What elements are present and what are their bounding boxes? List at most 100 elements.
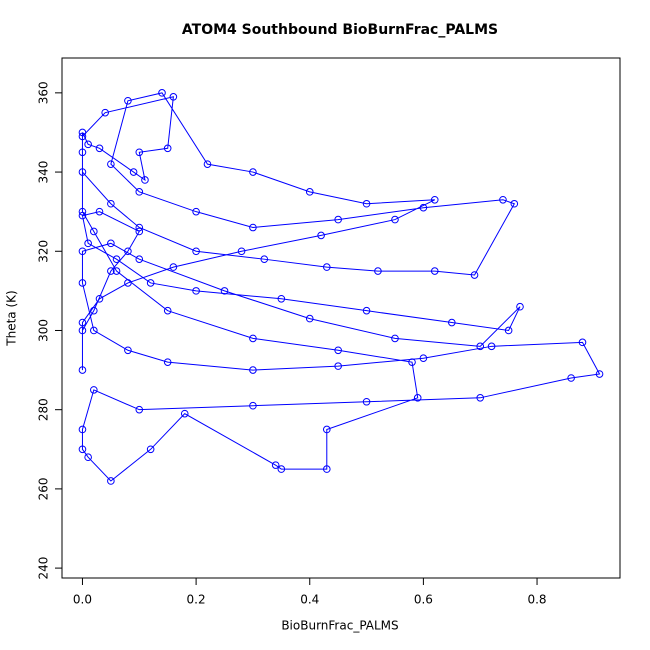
x-tick-label: 0.8: [527, 593, 546, 607]
point: [260, 255, 269, 263]
y-tick-label: 260: [37, 477, 51, 500]
point: [84, 140, 92, 149]
point: [107, 239, 115, 248]
point: [391, 334, 399, 343]
chart-title: ATOM4 Southbound BioBurnFrac_PALMS: [182, 22, 498, 38]
point: [362, 199, 371, 208]
point: [135, 255, 144, 263]
point: [413, 394, 422, 402]
point: [95, 144, 104, 153]
point: [78, 148, 87, 157]
point: [135, 223, 144, 232]
point: [305, 188, 314, 196]
point: [124, 247, 132, 256]
point: [107, 160, 115, 168]
point: [135, 148, 144, 157]
y-tick-label: 280: [37, 398, 51, 421]
point: [362, 306, 371, 315]
point: [374, 267, 382, 275]
point: [192, 207, 200, 216]
point: [476, 342, 485, 351]
point: [504, 326, 513, 335]
point: [90, 326, 98, 335]
point: [169, 263, 178, 271]
point: [158, 89, 166, 97]
point: [129, 168, 138, 176]
point: [90, 386, 98, 394]
point: [578, 338, 587, 347]
point: [334, 346, 342, 355]
point: [78, 425, 87, 434]
point: [249, 401, 257, 410]
point: [112, 255, 121, 263]
point: [203, 160, 212, 168]
point: [192, 247, 200, 256]
point: [101, 108, 109, 117]
point: [249, 366, 257, 374]
point: [107, 199, 115, 208]
point: [141, 176, 149, 184]
point: [163, 144, 172, 153]
point: [237, 247, 246, 256]
point: [220, 287, 229, 295]
y-tick-label: 240: [37, 557, 51, 580]
point: [135, 227, 144, 236]
point: [277, 465, 286, 473]
point: [408, 358, 416, 366]
point: [78, 168, 87, 176]
point: [430, 195, 439, 204]
point: [476, 394, 485, 402]
point: [362, 397, 371, 406]
point: [146, 279, 155, 287]
y-tick-label: 360: [37, 81, 51, 104]
point: [169, 93, 178, 101]
point: [78, 326, 87, 335]
point: [249, 223, 257, 232]
point: [78, 445, 87, 454]
point: [391, 215, 399, 224]
point: [334, 362, 342, 370]
point: [499, 195, 507, 204]
point: [135, 405, 144, 414]
point: [78, 207, 87, 216]
point: [84, 239, 92, 248]
point: [124, 346, 132, 355]
point: [107, 477, 115, 485]
point: [334, 215, 342, 224]
y-tick-label: 340: [37, 161, 51, 184]
point: [322, 465, 331, 473]
x-axis-label: BioBurnFrac_PALMS: [281, 619, 398, 633]
point: [192, 287, 200, 295]
point: [78, 132, 87, 141]
point: [470, 271, 479, 279]
plot-frame: [61, 57, 621, 579]
point: [107, 267, 115, 275]
point: [271, 461, 280, 469]
point: [430, 267, 439, 275]
point: [78, 247, 87, 256]
point: [419, 203, 428, 212]
point: [567, 374, 575, 382]
point: [419, 354, 428, 362]
y-axis-label: Theta (K): [5, 290, 19, 346]
point: [78, 211, 87, 220]
point: [305, 314, 314, 323]
point: [95, 294, 104, 303]
point: [146, 445, 155, 454]
point: [322, 263, 331, 271]
y-tick-label: 300: [37, 319, 51, 342]
x-tick-label: 0.4: [300, 593, 319, 607]
x-tick-label: 0.6: [414, 593, 433, 607]
point: [317, 231, 325, 240]
point: [249, 334, 257, 343]
x-tick-label: 0.2: [187, 593, 206, 607]
point: [595, 370, 604, 378]
point: [487, 342, 496, 351]
point: [277, 294, 286, 303]
point: [180, 409, 189, 418]
point: [112, 267, 121, 275]
point: [78, 128, 87, 137]
point: [163, 306, 172, 315]
point: [448, 318, 456, 327]
